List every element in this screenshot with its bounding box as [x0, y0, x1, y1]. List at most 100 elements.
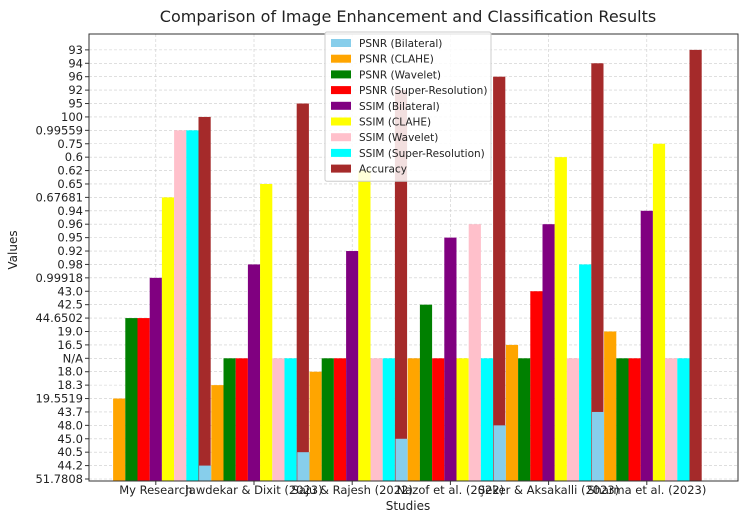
bar-layer — [113, 49, 702, 482]
y-tick-label: 0.99559 — [35, 123, 83, 137]
bar-psnr-bilateral — [395, 438, 408, 481]
bar-ssim-clahe — [260, 183, 273, 482]
legend-swatch-ssim-bilateral — [331, 101, 351, 110]
y-tick-label: 93 — [68, 43, 83, 57]
bar-psnr-bilateral — [199, 465, 212, 481]
y-tick-label: 16.5 — [57, 338, 83, 352]
x-tick-label: Şeker & Aksakalli (2023) — [478, 483, 619, 497]
bar-ssim-clahe — [652, 143, 666, 481]
bar-accuracy — [591, 63, 604, 481]
y-tick-label: 43.7 — [57, 405, 83, 419]
bar-accuracy — [689, 49, 702, 481]
y-tick-label: 0.67681 — [35, 190, 83, 204]
bar-psnr-wavelet — [321, 358, 334, 481]
x-tick-label: Saju & Rajesh (2022) — [292, 483, 413, 497]
legend-label-ssim-clahe: SSIM (CLAHE) — [359, 117, 431, 129]
y-tick-label: 0.96 — [57, 217, 83, 231]
y-tick-label: 43.0 — [57, 284, 83, 298]
y-tick-label: 100 — [61, 110, 83, 124]
legend-box — [324, 31, 492, 182]
y-tick-label: 45.0 — [57, 432, 83, 446]
bar-ssim-super-resolution — [186, 130, 199, 481]
bar-accuracy — [394, 90, 408, 482]
bar-psnr-clahe — [113, 398, 126, 481]
bar-psnr-bilateral — [591, 411, 605, 481]
legend-label-ssim-super-resolution: SSIM (Super-Resolution) — [359, 148, 485, 160]
bar-ssim-wavelet — [272, 358, 285, 481]
bar-ssim-super-resolution — [677, 358, 690, 481]
bar-ssim-super-resolution — [382, 358, 395, 481]
x-tick-label: Jawdekar & Dixit (2023) — [184, 483, 322, 497]
bar-psnr-super-resolution — [530, 291, 543, 481]
y-axis-label: Values — [6, 230, 20, 269]
y-tick-label: 42.5 — [57, 298, 83, 312]
bar-psnr-bilateral — [493, 425, 506, 481]
bar-ssim-bilateral — [247, 264, 261, 481]
bar-ssim-clahe — [554, 157, 567, 481]
bar-psnr-super-resolution — [137, 318, 150, 481]
y-tick-label: 0.94 — [57, 204, 83, 218]
bar-ssim-wavelet — [370, 358, 383, 481]
chart-title: Comparison of Image Enhancement and Clas… — [160, 7, 656, 26]
bar-ssim-wavelet — [174, 130, 187, 481]
x-tick-label: My Research — [119, 483, 192, 497]
y-tick-label: 0.92 — [57, 244, 83, 258]
legend-label-psnr-clahe: PSNR (CLAHE) — [359, 54, 434, 66]
bar-psnr-super-resolution — [628, 358, 641, 481]
bar-psnr-wavelet — [616, 358, 629, 481]
bar-ssim-bilateral — [640, 210, 653, 482]
bar-ssim-clahe — [456, 358, 469, 481]
legend-swatch-accuracy — [331, 164, 351, 173]
y-tick-label: 0.65 — [57, 177, 83, 191]
y-tick-label: 18.3 — [57, 378, 83, 392]
bar-ssim-bilateral — [346, 251, 359, 481]
bar-ssim-wavelet — [468, 224, 481, 481]
y-tick-label: 0.75 — [57, 137, 83, 151]
y-tick-label: 40.5 — [57, 445, 83, 459]
legend-label-ssim-bilateral: SSIM (Bilateral) — [359, 101, 440, 113]
legend-swatch-ssim-super-resolution — [331, 148, 351, 157]
x-tick-label: Sharma et al. (2023) — [587, 483, 706, 497]
bar-psnr-wavelet — [223, 358, 236, 481]
legend: PSNR (Bilateral) PSNR (CLAHE) PSNR (Wavele… — [324, 31, 492, 182]
y-tick-label: 19.5519 — [35, 392, 83, 406]
bar-psnr-clahe — [407, 358, 420, 481]
bar-ssim-super-resolution — [579, 264, 592, 481]
x-axis-label: Studies — [386, 499, 431, 513]
y-tick-label: 0.95 — [57, 231, 83, 245]
bar-psnr-wavelet — [419, 304, 433, 481]
bar-psnr-clahe — [604, 331, 617, 481]
y-tick-label: 96 — [68, 70, 83, 84]
legend-label-psnr-bilateral: PSNR (Bilateral) — [359, 38, 442, 50]
bar-ssim-bilateral — [444, 237, 457, 481]
legend-swatch-psnr-bilateral — [331, 39, 351, 47]
x-tick-label: Nazof et al. (2022) — [397, 483, 504, 497]
y-tick-label: 0.98 — [57, 257, 83, 271]
y-tick-label: N/A — [63, 351, 83, 365]
bar-ssim-bilateral — [149, 277, 162, 481]
y-tick-label: 44.6502 — [35, 311, 83, 325]
bar-ssim-wavelet — [566, 358, 580, 481]
bar-psnr-clahe — [211, 385, 224, 481]
legend-label-accuracy: Accuracy — [359, 164, 407, 176]
y-tick-label: 44.2 — [57, 459, 83, 473]
legend-swatch-ssim-wavelet — [331, 133, 351, 142]
bar-accuracy — [198, 116, 211, 482]
y-tick-label: 0.62 — [57, 164, 83, 178]
bar-ssim-wavelet — [665, 358, 678, 481]
legend-label-ssim-wavelet: SSIM (Wavelet) — [359, 132, 438, 144]
y-tick-layer: 51.780844.240.545.048.043.719.551918.318… — [35, 43, 89, 486]
legend-swatch-ssim-clahe — [331, 117, 351, 126]
bar-accuracy — [493, 76, 506, 481]
y-tick-label: 51.7808 — [35, 472, 83, 486]
bar-ssim-super-resolution — [480, 358, 494, 481]
bar-psnr-super-resolution — [235, 358, 248, 481]
y-tick-label: 94 — [68, 56, 83, 70]
y-tick-label: 92 — [68, 83, 83, 97]
bar-accuracy — [296, 103, 309, 482]
y-tick-label: 18.0 — [57, 365, 83, 379]
legend-swatch-psnr-super-resolution — [331, 86, 351, 95]
